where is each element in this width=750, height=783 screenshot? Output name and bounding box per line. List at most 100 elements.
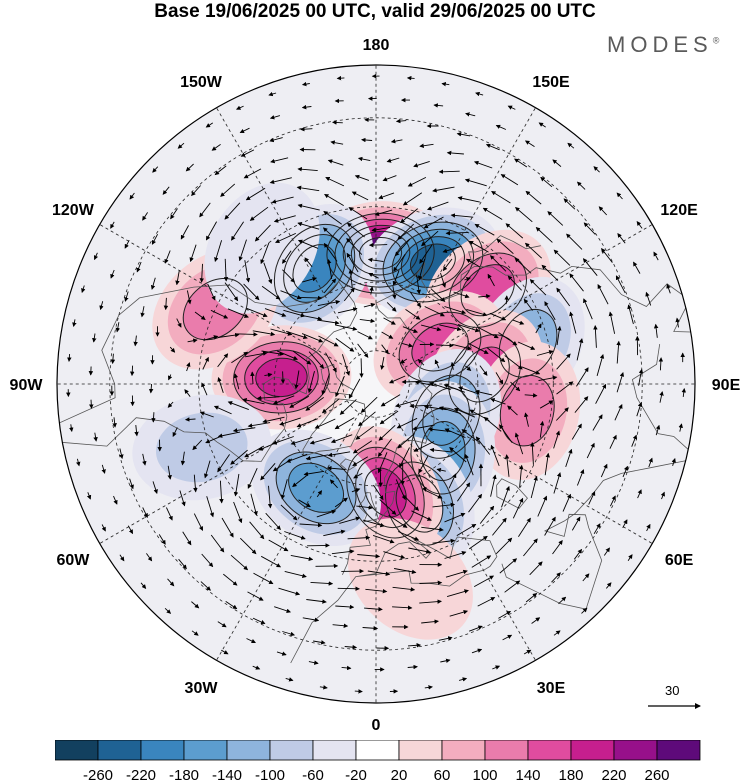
wind-arrow xyxy=(390,138,403,144)
wind-arrow xyxy=(278,587,301,596)
wind-arrow xyxy=(300,126,313,132)
wind-arrow xyxy=(622,519,628,529)
colorbar-tick-label: -60 xyxy=(302,767,324,783)
wind-arrow xyxy=(576,367,589,387)
wind-arrow xyxy=(399,447,410,468)
wind-arrow xyxy=(285,677,294,682)
wind-arrow xyxy=(250,493,258,516)
wind-arrow xyxy=(658,357,664,371)
anomaly-contour xyxy=(498,309,558,378)
colorbar-tick-label: -180 xyxy=(169,767,199,783)
wind-arrow xyxy=(529,561,543,576)
wind-arrow xyxy=(464,277,471,282)
colorbar-box xyxy=(656,740,701,761)
meridian-line xyxy=(210,412,360,671)
wind-arrow xyxy=(352,456,369,466)
wind-arrow xyxy=(615,275,626,294)
wind-arrow xyxy=(245,187,266,201)
wind-arrow xyxy=(440,658,451,663)
longitude-label: 30E xyxy=(537,680,566,697)
wind-arrow xyxy=(666,283,671,294)
wind-arrow xyxy=(396,417,418,429)
wind-arrow xyxy=(444,551,467,559)
wind-arrow xyxy=(165,507,173,521)
wind-arrow xyxy=(270,328,293,336)
wind-arrow xyxy=(360,396,378,413)
wind-arrow xyxy=(407,664,418,670)
wind-arrow xyxy=(576,181,586,190)
wind-arrow xyxy=(424,306,445,317)
wind-arrow xyxy=(306,599,327,604)
wind-arrow xyxy=(93,252,99,261)
wind-arrow xyxy=(273,395,295,405)
anomaly-contour xyxy=(411,374,481,459)
wind-arrow xyxy=(301,276,318,283)
colorbar-tick-label: -140 xyxy=(212,767,242,783)
wind-arrow xyxy=(337,307,358,314)
colorbar-tick-label: -20 xyxy=(345,767,367,783)
wind-arrow xyxy=(353,472,363,479)
wind-arrow xyxy=(367,570,391,577)
wind-arrow xyxy=(294,370,300,390)
wind-arrow xyxy=(76,458,81,467)
wind-arrow xyxy=(304,257,313,268)
wind-arrow xyxy=(498,611,512,619)
wind-arrow xyxy=(608,311,616,334)
wind-arrow xyxy=(177,142,185,149)
wind-arrow xyxy=(246,638,256,644)
wind-arrow xyxy=(504,355,523,370)
wind-arrow xyxy=(282,250,292,264)
wind-arrow xyxy=(507,105,516,110)
wind-arrow xyxy=(537,495,548,517)
anomaly-contour xyxy=(382,221,484,303)
wind-arrow xyxy=(351,488,361,493)
wind-arrow xyxy=(446,589,469,598)
wind-arrow xyxy=(231,221,244,241)
wind-arrow xyxy=(203,335,219,341)
wind-arrow xyxy=(346,238,363,255)
wind-arrow xyxy=(357,156,371,162)
wind-arrow xyxy=(233,373,240,390)
wind-arrow xyxy=(471,555,492,568)
wind-arrow xyxy=(571,423,582,440)
wind-arrow xyxy=(297,203,320,211)
wind-arrow xyxy=(571,516,581,531)
anomaly-contour xyxy=(346,446,425,539)
reference-vector-label: 30 xyxy=(665,683,680,698)
wind-arrow xyxy=(496,238,514,255)
wind-arrow xyxy=(444,512,466,523)
colorbar-tick-label: 20 xyxy=(391,767,408,783)
wind-arrow xyxy=(334,417,355,430)
wind-arrow xyxy=(495,537,513,555)
wind-arrow xyxy=(395,118,407,124)
wind-arrow xyxy=(221,517,234,538)
wind-arrow xyxy=(357,343,369,358)
anomaly-contour xyxy=(448,334,522,415)
wind-arrow xyxy=(443,383,466,393)
wind-arrow xyxy=(381,344,389,355)
wind-arrow xyxy=(297,239,319,249)
anomaly-contour xyxy=(275,451,357,525)
wind-arrow xyxy=(383,551,406,559)
wind-arrow xyxy=(498,332,518,346)
wind-arrow xyxy=(371,226,391,233)
wind-arrow xyxy=(576,469,585,486)
wind-arrow xyxy=(401,342,414,348)
wind-arrow xyxy=(540,176,553,188)
anomaly-contour xyxy=(391,228,475,296)
wind-arrow xyxy=(417,358,425,366)
wind-arrow xyxy=(365,588,388,594)
colorbar-tick-label: 60 xyxy=(434,767,451,783)
wind-arrow xyxy=(500,174,519,186)
wind-arrow xyxy=(189,244,197,263)
colorbar-tick-label: 180 xyxy=(558,767,583,783)
wind-arrow xyxy=(495,372,504,385)
colorbar-labels: -260 -220 -180 -140 -100 -60 -20 20 60 100 140 180 2… xyxy=(83,767,670,783)
wind-arrow xyxy=(380,394,401,407)
wind-arrow xyxy=(413,441,435,452)
wind-arrow xyxy=(314,418,336,429)
wind-arrow xyxy=(515,207,533,223)
anomaly-contour xyxy=(410,407,476,495)
wind-arrow xyxy=(438,636,453,641)
wind-arrow xyxy=(263,262,273,285)
